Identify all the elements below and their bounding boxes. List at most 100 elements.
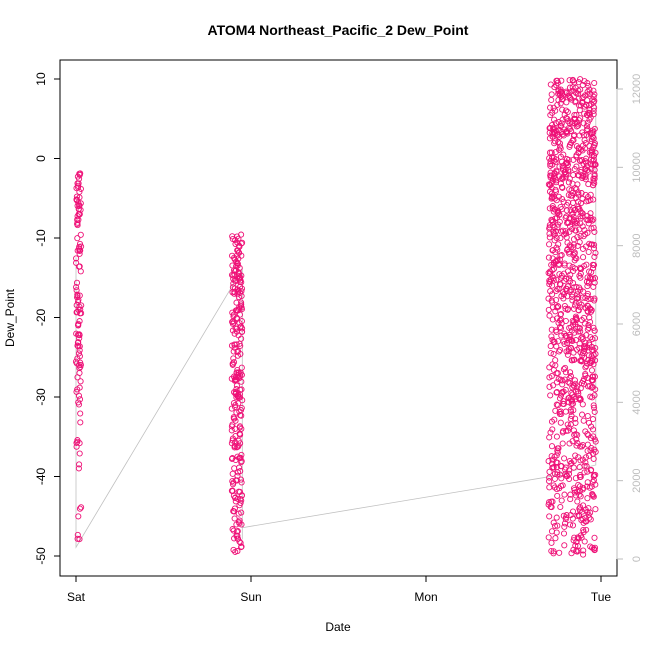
x-tick-label: Mon	[414, 590, 437, 604]
data-point	[581, 137, 588, 144]
data-point	[589, 265, 597, 272]
data-point	[587, 90, 594, 97]
data-point	[569, 337, 576, 345]
data-point	[574, 383, 581, 390]
data-point	[558, 390, 565, 397]
data-point	[561, 111, 568, 118]
data-point	[75, 343, 82, 350]
data-point	[549, 426, 556, 433]
y2-tick-label: 10000	[631, 152, 643, 183]
data-point	[568, 337, 575, 344]
data-point	[73, 388, 80, 395]
data-point	[579, 95, 586, 102]
data-point	[591, 279, 598, 286]
data-point	[573, 119, 580, 126]
data-point	[573, 315, 580, 322]
data-point	[77, 419, 84, 426]
data-point	[74, 180, 81, 187]
data-point	[558, 96, 565, 103]
data-point	[590, 99, 597, 106]
data-point	[73, 439, 80, 446]
data-point	[228, 405, 235, 412]
data-point	[229, 284, 236, 291]
data-point	[233, 444, 240, 451]
data-point	[586, 149, 593, 156]
data-point	[237, 394, 244, 401]
data-point	[560, 530, 568, 537]
data-point	[561, 169, 568, 176]
data-point	[572, 84, 579, 91]
data-point	[233, 233, 241, 240]
data-point	[590, 283, 597, 290]
data-point	[549, 203, 556, 210]
data-point	[573, 442, 580, 449]
data-point	[546, 513, 553, 520]
data-point	[586, 268, 593, 275]
data-point	[77, 378, 84, 385]
data-point	[235, 273, 242, 280]
x-axis-label: Date	[325, 620, 351, 634]
data-point	[576, 239, 583, 246]
data-point	[584, 360, 591, 367]
data-point	[557, 153, 565, 160]
data-point	[565, 179, 572, 186]
data-point	[580, 526, 587, 534]
data-point	[230, 546, 237, 553]
data-point	[546, 188, 554, 195]
data-point	[570, 137, 577, 144]
data-point	[551, 484, 558, 491]
data-point	[556, 281, 563, 288]
data-point	[590, 455, 597, 462]
data-point	[570, 407, 577, 414]
y-tick-label: -50	[34, 547, 48, 565]
data-point	[573, 538, 580, 545]
data-point	[546, 468, 553, 475]
data-point	[577, 146, 585, 153]
data-point	[236, 488, 244, 495]
data-point	[590, 144, 597, 151]
data-point	[583, 278, 590, 285]
data-point	[576, 473, 584, 481]
data-point	[546, 241, 553, 248]
data-point	[231, 515, 238, 522]
data-point	[591, 534, 598, 541]
data-point	[584, 374, 591, 381]
data-point	[229, 320, 236, 327]
data-point	[584, 274, 591, 281]
data-point	[590, 152, 597, 159]
data-point	[558, 332, 565, 339]
data-point	[575, 203, 582, 210]
data-point	[555, 207, 562, 215]
data-point	[561, 491, 568, 498]
data-point	[564, 339, 571, 347]
data-point	[74, 235, 81, 242]
data-point	[555, 193, 562, 200]
data-point	[561, 260, 568, 267]
data-point	[590, 473, 597, 480]
data-point	[561, 542, 568, 549]
data-point	[591, 253, 598, 260]
data-point	[546, 434, 553, 441]
data-point	[572, 419, 579, 426]
data-point	[561, 376, 568, 383]
data-point	[580, 417, 587, 424]
data-point	[559, 131, 566, 138]
data-point	[552, 535, 559, 542]
data-point	[228, 455, 236, 462]
data-point	[577, 328, 584, 335]
data-point	[570, 171, 577, 179]
data-point	[551, 470, 559, 477]
data-point	[571, 111, 578, 119]
data-point	[234, 239, 241, 246]
data-point	[559, 90, 566, 97]
data-point	[559, 429, 566, 436]
data-point	[590, 129, 597, 136]
data-point	[580, 484, 587, 492]
data-point	[238, 378, 245, 385]
data-point	[546, 312, 553, 319]
data-point	[589, 373, 597, 380]
data-point	[546, 478, 553, 485]
data-point	[554, 77, 561, 84]
data-point	[546, 224, 553, 231]
data-point	[548, 504, 555, 511]
